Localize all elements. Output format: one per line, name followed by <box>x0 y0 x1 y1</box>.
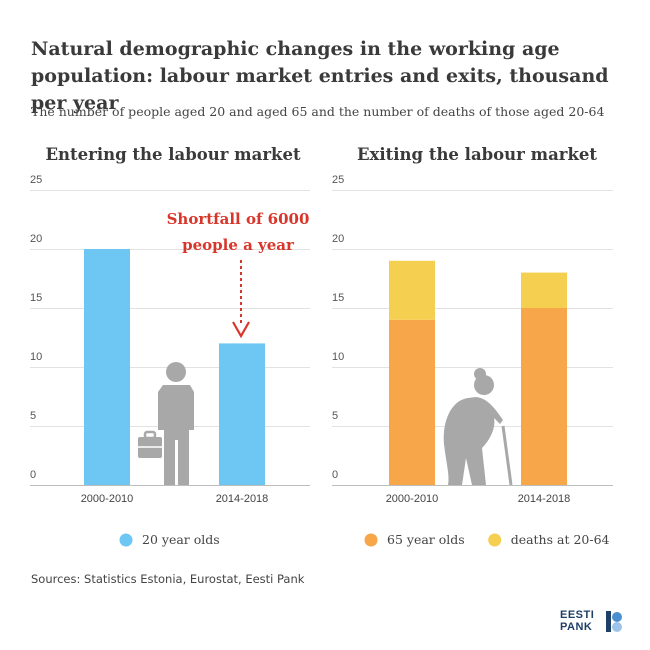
y-tick-label: 20 <box>30 233 42 245</box>
bar-65-year-olds-1 <box>521 308 567 485</box>
chart-title: Natural demographic changes in the worki… <box>31 38 609 114</box>
y-tick-label: 20 <box>332 233 344 245</box>
exiting-panel: Exiting the labour market 0 5 10 15 20 25 200… <box>332 145 613 505</box>
chart-subtitle: The number of people aged 20 and aged 65… <box>31 104 605 119</box>
legend-swatch <box>364 533 378 547</box>
y-tick-label: 25 <box>332 174 344 186</box>
legend-entering: 20 year olds <box>119 532 220 547</box>
legend-swatch <box>488 533 502 547</box>
logo-line-2: PANK <box>560 621 593 633</box>
legend-label: deaths at 20-64 <box>511 532 610 547</box>
annotation-line-1: Shortfall of 6000 <box>167 210 310 228</box>
y-tick-label: 10 <box>332 351 344 363</box>
eesti-pank-logo: EESTI PANK <box>560 609 630 639</box>
annotation-line-2: people a year <box>182 236 295 254</box>
sources-note: Sources: Statistics Estonia, Eurostat, E… <box>31 572 305 586</box>
businessman-icon <box>138 362 194 485</box>
bar-20-year-olds-0 <box>84 249 130 485</box>
bar-65-year-olds-0 <box>389 319 435 485</box>
y-tick-label: 15 <box>30 292 42 304</box>
entering-panel: Entering the labour market 0 5 10 15 20 25 20… <box>30 145 310 505</box>
y-tick-label: 5 <box>30 410 36 422</box>
y-tick-label: 10 <box>30 351 42 363</box>
bar-deaths-at-20-64-1 <box>521 272 567 308</box>
legend-exiting: 65 year olds deaths at 20-64 <box>364 532 610 547</box>
x-tick-label: 2014-2018 <box>216 493 269 505</box>
x-tick-label: 2000-2010 <box>81 493 134 505</box>
bar-20-year-olds-1 <box>219 343 265 485</box>
y-tick-label: 25 <box>30 174 42 186</box>
legend-swatch <box>119 533 133 547</box>
y-tick-label: 0 <box>30 469 36 481</box>
panel-title-exiting: Exiting the labour market <box>357 145 597 164</box>
legend-label: 20 year olds <box>142 532 220 547</box>
logo-line-1: EESTI <box>560 609 595 621</box>
bar-deaths-at-20-64-0 <box>389 260 435 320</box>
logo-mark-icon <box>606 611 622 632</box>
x-tick-label: 2000-2010 <box>386 493 439 505</box>
annotation-arrow-head <box>232 321 250 339</box>
elderly-person-icon <box>443 368 513 486</box>
x-tick-label: 2014-2018 <box>518 493 571 505</box>
y-tick-label: 0 <box>332 469 338 481</box>
legend-label: 65 year olds <box>387 532 465 547</box>
shortfall-annotation: Shortfall of 6000 people a year <box>167 210 310 339</box>
panel-title-entering: Entering the labour market <box>45 145 301 164</box>
y-tick-label: 5 <box>332 410 338 422</box>
y-tick-label: 15 <box>332 292 344 304</box>
